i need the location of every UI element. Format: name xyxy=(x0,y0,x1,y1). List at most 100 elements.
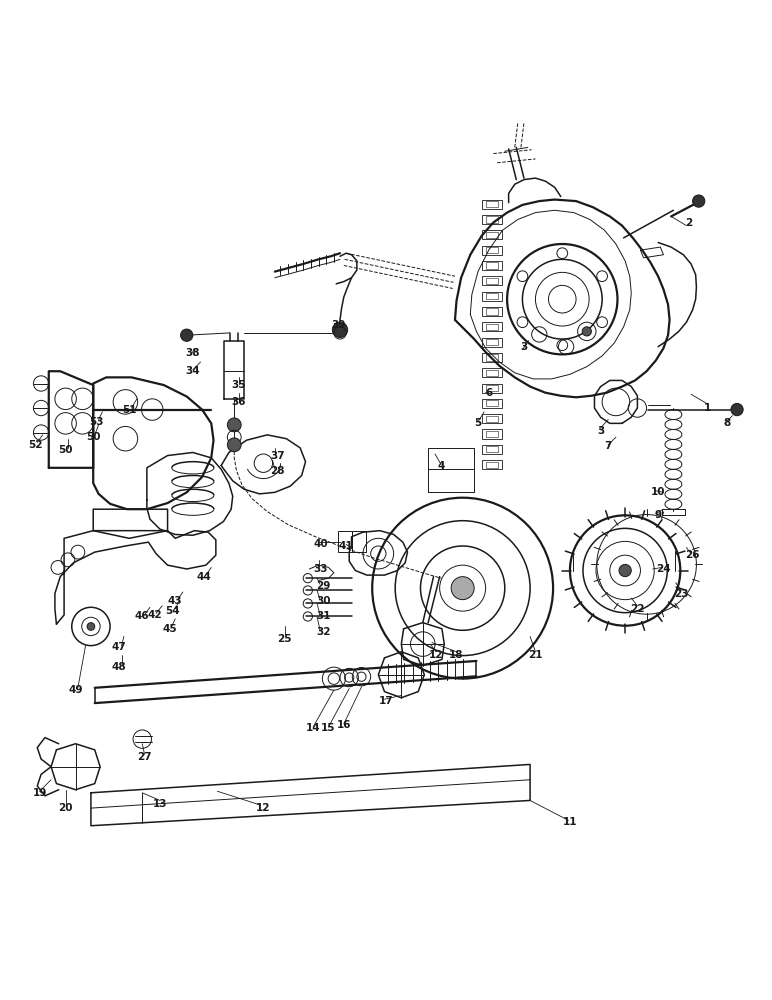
Bar xyxy=(486,293,498,299)
Circle shape xyxy=(451,577,474,600)
Bar xyxy=(486,462,498,468)
Bar xyxy=(352,531,366,552)
Bar xyxy=(486,385,498,391)
Text: 11: 11 xyxy=(563,817,577,827)
Text: 35: 35 xyxy=(232,380,246,390)
Text: 6: 6 xyxy=(486,388,493,398)
Bar xyxy=(482,215,502,224)
Text: 30: 30 xyxy=(316,596,330,606)
Bar xyxy=(486,216,498,223)
Text: 16: 16 xyxy=(337,720,351,730)
Text: 37: 37 xyxy=(270,451,284,461)
Circle shape xyxy=(227,438,241,452)
Text: 52: 52 xyxy=(28,440,42,450)
Bar xyxy=(482,292,502,301)
Circle shape xyxy=(227,418,241,432)
Text: 33: 33 xyxy=(313,564,328,574)
Text: 13: 13 xyxy=(153,799,168,809)
Text: 39: 39 xyxy=(331,320,346,330)
Bar xyxy=(482,307,502,316)
Bar xyxy=(338,531,352,552)
Circle shape xyxy=(87,623,95,630)
Text: 24: 24 xyxy=(656,564,671,574)
Text: 3: 3 xyxy=(597,426,604,436)
Text: 27: 27 xyxy=(137,752,152,762)
Bar xyxy=(486,416,498,422)
Text: 8: 8 xyxy=(723,418,730,428)
Bar xyxy=(486,201,498,207)
Text: 48: 48 xyxy=(112,662,127,672)
Bar xyxy=(482,200,502,209)
Bar xyxy=(482,322,502,331)
Bar xyxy=(486,339,498,345)
Bar xyxy=(482,338,502,347)
Text: 50: 50 xyxy=(59,445,73,455)
Circle shape xyxy=(619,564,631,577)
Text: 26: 26 xyxy=(686,550,700,560)
Text: 17: 17 xyxy=(379,696,393,706)
Text: 1: 1 xyxy=(704,403,712,413)
Bar xyxy=(482,384,502,393)
Text: 20: 20 xyxy=(59,803,73,813)
Text: 23: 23 xyxy=(674,589,689,599)
Text: 4: 4 xyxy=(438,461,445,471)
Bar xyxy=(486,247,498,253)
Text: 21: 21 xyxy=(528,650,543,660)
Text: 31: 31 xyxy=(316,611,330,621)
Bar xyxy=(486,278,498,284)
Bar xyxy=(482,230,502,239)
Text: 47: 47 xyxy=(112,642,127,652)
Text: 22: 22 xyxy=(630,604,645,614)
Bar xyxy=(482,429,502,439)
Circle shape xyxy=(692,195,705,207)
Text: 10: 10 xyxy=(651,487,665,497)
Text: 25: 25 xyxy=(278,634,292,644)
Text: 42: 42 xyxy=(147,610,162,620)
Bar xyxy=(486,431,498,437)
Text: 29: 29 xyxy=(316,581,330,591)
Bar xyxy=(486,262,498,269)
Text: 7: 7 xyxy=(604,441,612,451)
Text: 41: 41 xyxy=(339,541,354,551)
Circle shape xyxy=(181,329,193,341)
Bar xyxy=(482,414,502,423)
Text: 12: 12 xyxy=(428,650,443,660)
Text: 36: 36 xyxy=(232,397,246,407)
Text: 53: 53 xyxy=(89,417,103,427)
Bar xyxy=(486,400,498,406)
Text: 38: 38 xyxy=(185,348,200,358)
Text: 46: 46 xyxy=(135,611,150,621)
Bar xyxy=(482,460,502,469)
Text: 18: 18 xyxy=(449,650,464,660)
Bar xyxy=(486,308,498,315)
Circle shape xyxy=(731,403,743,416)
Text: 43: 43 xyxy=(168,596,182,606)
Bar xyxy=(486,354,498,361)
Bar xyxy=(482,276,502,285)
Text: 19: 19 xyxy=(32,788,47,798)
Bar xyxy=(482,399,502,408)
Bar xyxy=(482,353,502,362)
Text: 9: 9 xyxy=(655,510,662,520)
Text: 5: 5 xyxy=(474,418,482,428)
Text: 14: 14 xyxy=(306,723,320,733)
Text: 15: 15 xyxy=(321,723,336,733)
Circle shape xyxy=(582,327,591,336)
Bar xyxy=(486,446,498,452)
Text: 12: 12 xyxy=(256,803,271,813)
Bar xyxy=(482,246,502,255)
Text: 51: 51 xyxy=(122,405,137,415)
Text: 34: 34 xyxy=(185,366,200,376)
Bar xyxy=(482,261,502,270)
Bar xyxy=(486,370,498,376)
Text: 2: 2 xyxy=(685,218,692,228)
Text: 45: 45 xyxy=(163,624,178,634)
Bar xyxy=(486,232,498,238)
Bar xyxy=(482,445,502,454)
Text: 28: 28 xyxy=(270,466,284,476)
Bar xyxy=(486,324,498,330)
Text: 40: 40 xyxy=(313,539,328,549)
Text: 44: 44 xyxy=(196,572,211,582)
Text: 50: 50 xyxy=(86,432,100,442)
Circle shape xyxy=(333,322,347,338)
